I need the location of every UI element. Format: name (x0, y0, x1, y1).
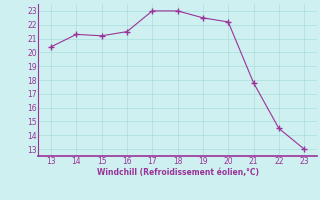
X-axis label: Windchill (Refroidissement éolien,°C): Windchill (Refroidissement éolien,°C) (97, 168, 259, 177)
